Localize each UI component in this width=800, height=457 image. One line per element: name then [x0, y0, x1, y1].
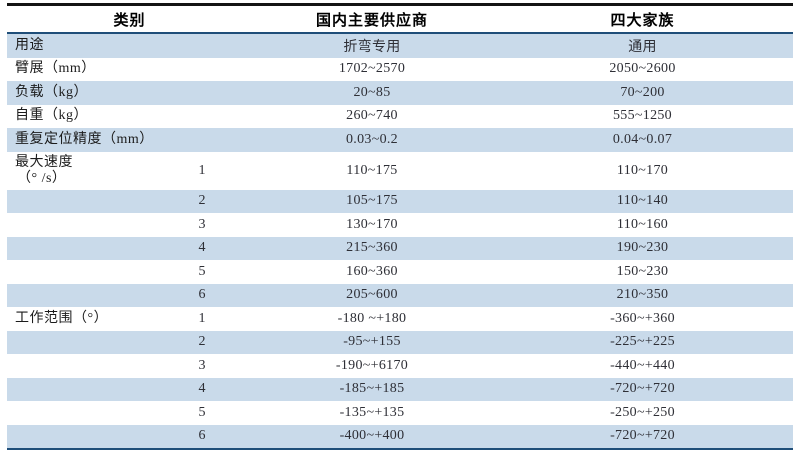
bigfour-value: -360~+360: [610, 310, 675, 326]
domestic-value: 260~740: [346, 108, 398, 124]
bigfour-value: -440~+440: [610, 357, 675, 373]
table-row: 2 105~175 110~140: [7, 189, 793, 213]
bigfour-value: -250~+250: [610, 404, 675, 420]
bigfour-value: 通用: [628, 39, 657, 55]
domestic-value: 160~360: [346, 263, 398, 279]
bigfour-value: -720~+720: [610, 428, 675, 444]
table-row: 6 -400~+400 -720~+720: [7, 424, 793, 448]
table-row: 4 215~360 190~230: [7, 236, 793, 260]
bigfour-value: 110~160: [616, 216, 669, 232]
row-label-line1: 最大速度: [15, 154, 73, 170]
axis-number: 1: [198, 310, 206, 326]
axis-number: 5: [198, 263, 206, 279]
domestic-value: -185~+185: [339, 381, 405, 397]
axis-number: 6: [198, 428, 206, 444]
domestic-value: -180 ~+180: [337, 310, 407, 326]
domestic-value: 105~175: [346, 193, 398, 209]
bigfour-value: 110~170: [616, 162, 669, 178]
bigfour-value: -225~+225: [610, 334, 675, 350]
row-label: 最大速度 （° /s）: [7, 155, 152, 187]
row-label: 负载（kg）: [15, 84, 88, 100]
table-row: 负载（kg） 20~85 70~200: [7, 81, 793, 105]
axis-number: 2: [198, 193, 206, 209]
domestic-value: -135~+135: [339, 404, 405, 420]
top-rule: [7, 3, 793, 6]
row-label: 用途: [15, 37, 44, 53]
domestic-value: 折弯专用: [343, 39, 401, 55]
domestic-value: 20~85: [353, 84, 391, 100]
domestic-value: -95~+155: [343, 334, 401, 350]
table-row: 4 -185~+185 -720~+720: [7, 377, 793, 401]
table-row: 2 -95~+155 -225~+225: [7, 330, 793, 354]
domestic-value: -400~+400: [339, 428, 405, 444]
table-row: 5 -135~+135 -250~+250: [7, 401, 793, 425]
table-row: 工作范围（°） 1 -180 ~+180 -360~+360: [7, 307, 793, 331]
header-big-four: 四大家族: [610, 12, 675, 29]
axis-number: 4: [198, 381, 206, 397]
bottom-rule: [7, 448, 793, 450]
row-label: 臂展（mm）: [15, 61, 96, 77]
table-row: 最大速度 （° /s） 1 110~175 110~170: [7, 152, 793, 190]
bigfour-value: 555~1250: [613, 108, 672, 124]
table-row: 重复定位精度（mm） 0.03~0.2 0.04~0.07: [7, 128, 793, 152]
domestic-value: -190~+6170: [335, 357, 409, 373]
bigfour-value: 150~230: [616, 263, 669, 279]
row-label: 自重（kg）: [15, 108, 88, 124]
axis-number: 6: [198, 287, 206, 303]
header-rule: [7, 32, 793, 34]
bigfour-value: 190~230: [616, 240, 669, 256]
row-label: 重复定位精度（mm）: [15, 131, 154, 147]
bigfour-value: 2050~2600: [609, 61, 676, 77]
header-domestic-suppliers: 国内主要供应商: [315, 12, 428, 29]
axis-number: 4: [198, 240, 206, 256]
bigfour-value: 110~140: [616, 193, 669, 209]
domestic-value: 0.03~0.2: [346, 131, 398, 147]
axis-number: 1: [198, 162, 206, 178]
bigfour-value: 70~200: [620, 84, 665, 100]
domestic-value: 205~600: [346, 287, 398, 303]
header-category: 类别: [113, 12, 146, 29]
bigfour-value: 0.04~0.07: [612, 131, 673, 147]
domestic-value: 110~175: [346, 162, 398, 178]
row-label: 工作范围（°）: [15, 310, 109, 326]
row-label-line2: （° /s）: [17, 170, 67, 186]
table-row: 6 205~600 210~350: [7, 283, 793, 307]
table-row: 自重（kg） 260~740 555~1250: [7, 105, 793, 129]
axis-number: 5: [198, 404, 206, 420]
domestic-value: 1702~2570: [338, 61, 406, 77]
table-row: 用途 折弯专用 通用: [7, 34, 793, 58]
table-row: 3 -190~+6170 -440~+440: [7, 354, 793, 378]
domestic-value: 130~170: [346, 216, 398, 232]
axis-number: 3: [198, 357, 206, 373]
axis-number: 2: [198, 334, 206, 350]
bigfour-value: 210~350: [616, 287, 669, 303]
domestic-value: 215~360: [346, 240, 398, 256]
table-row: 3 130~170 110~160: [7, 213, 793, 237]
bigfour-value: -720~+720: [610, 381, 675, 397]
table-row: 5 160~360 150~230: [7, 260, 793, 284]
axis-number: 3: [198, 216, 206, 232]
table-header: 类别 国内主要供应商 四大家族: [7, 6, 793, 32]
spec-table: 类别 国内主要供应商 四大家族 用途 折弯专用 通用 臂展（mm） 1702~2…: [7, 3, 793, 450]
table-row: 臂展（mm） 1702~2570 2050~2600: [7, 58, 793, 82]
